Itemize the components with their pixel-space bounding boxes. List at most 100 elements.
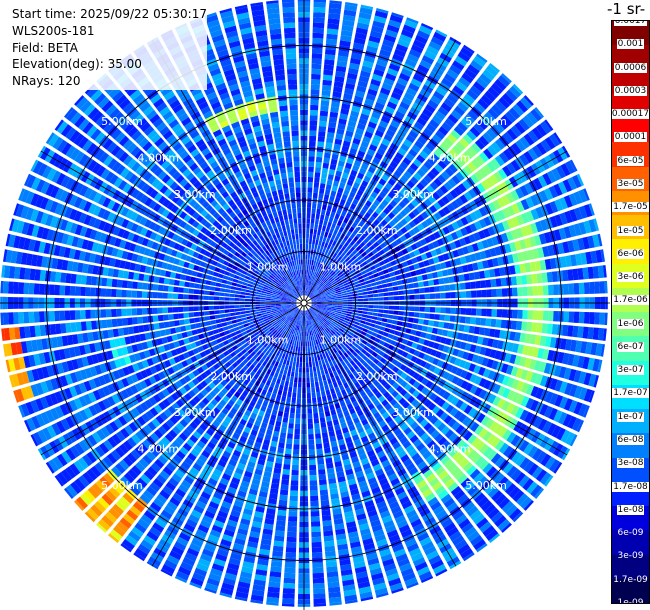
beta-cell bbox=[329, 238, 334, 245]
beta-cell bbox=[305, 362, 309, 368]
beta-cell bbox=[507, 342, 514, 352]
beta-cell bbox=[469, 211, 478, 222]
beta-cell bbox=[530, 194, 539, 207]
beta-cell bbox=[370, 255, 377, 261]
beta-cell bbox=[322, 303, 328, 305]
beta-cell bbox=[430, 36, 444, 47]
beta-cell bbox=[423, 319, 429, 326]
beta-cell bbox=[312, 397, 317, 404]
beta-cell bbox=[397, 147, 407, 156]
beta-cell bbox=[428, 41, 442, 51]
beta-cell bbox=[461, 72, 474, 84]
beta-cell bbox=[331, 153, 339, 161]
beta-cell bbox=[371, 332, 378, 337]
beta-cell bbox=[312, 345, 316, 352]
beta-cell bbox=[413, 263, 420, 270]
beta-cell bbox=[419, 238, 427, 246]
beta-cell bbox=[490, 141, 502, 153]
beta-cell bbox=[544, 456, 556, 470]
beta-cell bbox=[347, 120, 357, 128]
beta-cell bbox=[413, 350, 421, 357]
beta-cell bbox=[432, 114, 443, 125]
beta-cell bbox=[544, 202, 554, 215]
beta-cell bbox=[399, 235, 407, 242]
beta-cell bbox=[527, 310, 534, 320]
beta-cell bbox=[441, 269, 449, 277]
beta-cell bbox=[314, 223, 319, 230]
beta-cell bbox=[308, 151, 315, 157]
beta-cell bbox=[308, 356, 312, 362]
beta-cell bbox=[376, 266, 383, 272]
beta-cell bbox=[446, 330, 454, 338]
beta-cell bbox=[287, 433, 293, 439]
beta-cell bbox=[355, 315, 362, 320]
beta-cell bbox=[384, 231, 392, 239]
beta-cell bbox=[463, 165, 473, 176]
beta-cell bbox=[587, 357, 595, 371]
beta-cell bbox=[405, 328, 412, 334]
beta-cell bbox=[360, 270, 367, 275]
beta-cell bbox=[309, 130, 317, 137]
beta-cell bbox=[578, 189, 588, 203]
beta-cell bbox=[350, 110, 360, 118]
beta-cell bbox=[357, 264, 364, 269]
beta-cell bbox=[308, 275, 311, 281]
beta-cell bbox=[467, 64, 480, 76]
beta-cell bbox=[471, 243, 479, 252]
beta-cell bbox=[365, 267, 372, 273]
beta-cell bbox=[350, 203, 357, 210]
beta-cell bbox=[485, 177, 495, 188]
beta-cell bbox=[279, 494, 288, 501]
beta-cell bbox=[280, 427, 287, 434]
beta-cell bbox=[506, 402, 515, 414]
beta-cell bbox=[280, 484, 289, 491]
beta-cell bbox=[347, 304, 353, 307]
beta-cell bbox=[276, 515, 286, 522]
beta-cell bbox=[463, 114, 475, 125]
beta-cell bbox=[319, 292, 325, 296]
beta-cell bbox=[467, 334, 474, 343]
beta-cell bbox=[485, 279, 492, 288]
beta-cell bbox=[413, 249, 421, 256]
beta-cell bbox=[352, 42, 365, 50]
beta-cell bbox=[473, 122, 485, 134]
beta-cell bbox=[273, 540, 284, 547]
beta-cell bbox=[296, 398, 301, 404]
beta-cell bbox=[300, 341, 303, 347]
beta-cell bbox=[320, 309, 326, 312]
beta-cell bbox=[501, 93, 514, 106]
beta-cell bbox=[433, 278, 440, 286]
beta-cell bbox=[288, 423, 294, 429]
beta-cell bbox=[294, 372, 299, 378]
beta-cell bbox=[318, 375, 323, 382]
beta-cell bbox=[494, 78, 507, 91]
beta-cell bbox=[307, 187, 313, 193]
beta-cell bbox=[329, 163, 337, 171]
beta-cell bbox=[527, 445, 539, 458]
beta-cell bbox=[419, 312, 425, 319]
beta-cell bbox=[535, 387, 544, 400]
beta-cell bbox=[505, 364, 514, 375]
beta-cell bbox=[502, 207, 511, 219]
beta-cell bbox=[274, 535, 285, 542]
beta-cell bbox=[368, 35, 381, 44]
beta-cell bbox=[567, 353, 575, 366]
beta-cell bbox=[498, 96, 511, 109]
beta-cell bbox=[452, 145, 462, 155]
beta-cell bbox=[347, 196, 354, 203]
beta-cell bbox=[396, 320, 403, 326]
beta-cell bbox=[411, 144, 421, 154]
beta-cell bbox=[289, 381, 294, 388]
beta-cell bbox=[341, 312, 347, 316]
beta-cell bbox=[349, 261, 355, 267]
beta-cell bbox=[520, 96, 532, 110]
beta-cell bbox=[440, 307, 446, 314]
beta-cell bbox=[500, 319, 507, 329]
beta-cell bbox=[323, 442, 330, 449]
beta-cell bbox=[278, 499, 288, 506]
beta-cell bbox=[334, 197, 341, 204]
beta-cell bbox=[451, 200, 460, 210]
beta-cell bbox=[378, 293, 384, 297]
beta-cell bbox=[368, 274, 375, 280]
beta-cell bbox=[317, 261, 321, 268]
